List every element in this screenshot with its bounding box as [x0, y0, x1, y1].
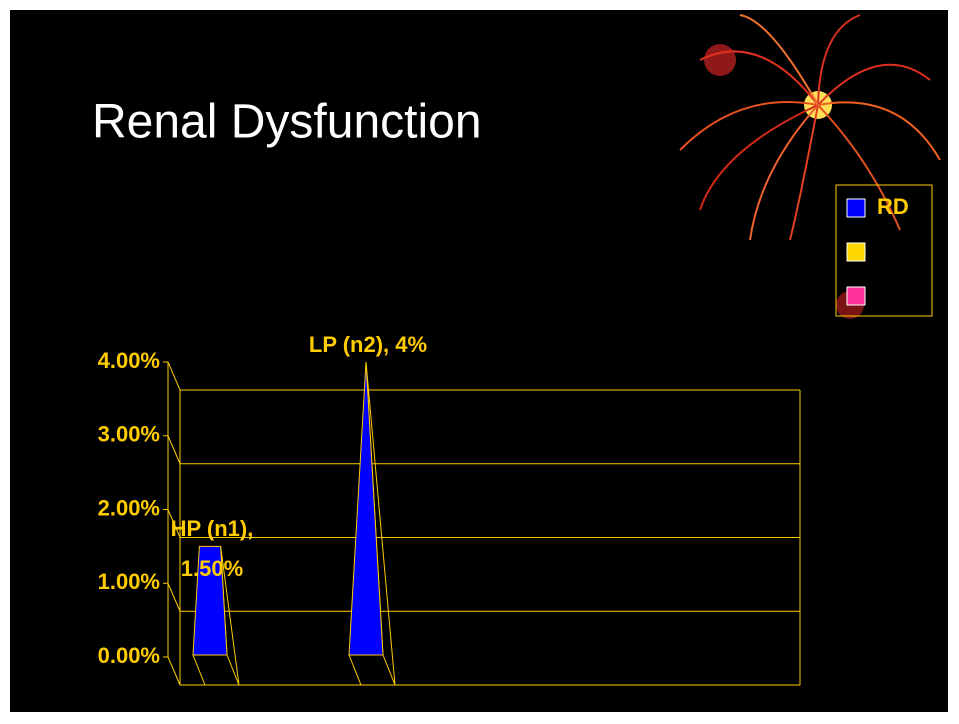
data-label: LP (n2), 4% [303, 325, 433, 365]
slide: Renal Dysfunction 0.00%1.00%2.00%3.00%4.… [0, 0, 959, 724]
legend-label: RD [877, 194, 909, 219]
chart: Renal Dysfunction 0.00%1.00%2.00%3.00%4.… [0, 0, 959, 724]
chart-title: Renal Dysfunction [92, 96, 482, 149]
legend-swatch [847, 199, 865, 217]
data-label: HP (n1), 1.50% [147, 509, 277, 589]
y-tick-label: 4.00% [98, 348, 160, 373]
legend-swatch [847, 243, 865, 261]
y-tick-label: 3.00% [98, 422, 160, 447]
y-tick-label: 0.00% [98, 643, 160, 668]
legend-swatch [847, 287, 865, 305]
